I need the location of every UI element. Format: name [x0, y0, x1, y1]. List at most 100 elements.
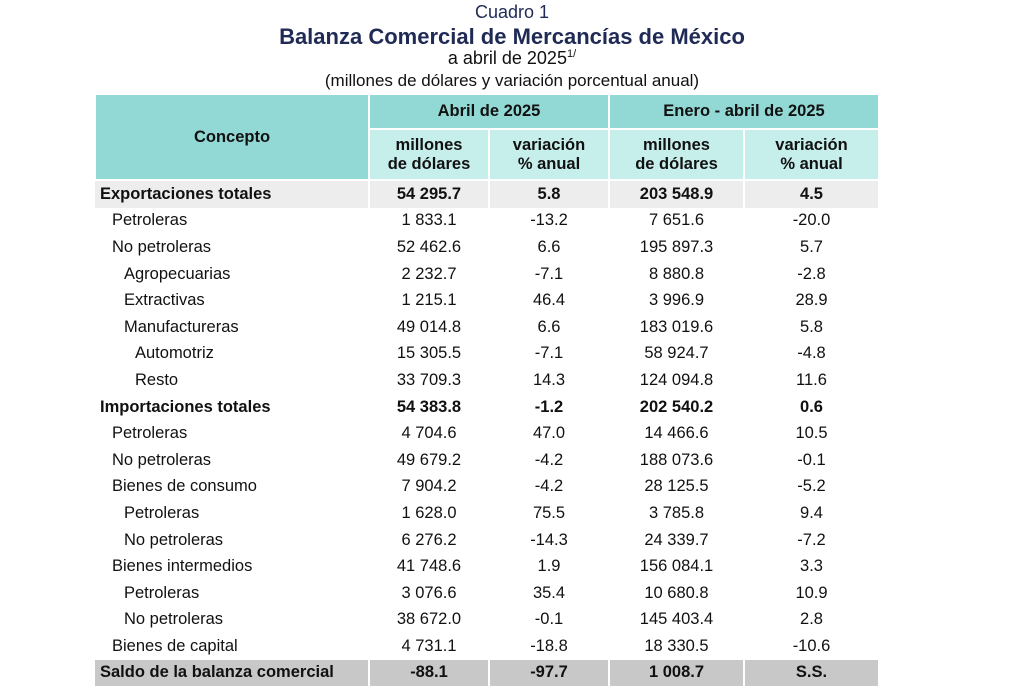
subheader-line: millones	[395, 135, 463, 154]
subheader-line: millones	[643, 135, 710, 154]
table-row: Exportaciones totales 54 295.7 5.8 203 548.…	[95, 180, 880, 208]
table-row: Petroleras 1 628.0 75.5 3 785.8 9.4	[95, 500, 880, 527]
table-row: Petroleras 1 833.1 -13.2 7 651.6 -20.0	[95, 207, 880, 235]
cell-millions-april: 2 232.7	[369, 260, 490, 288]
cell-variation-jan-april: 0.6	[744, 393, 880, 421]
cell-millions-jan-april: 58 924.7	[609, 340, 745, 368]
cell-variation-april: -4.2	[489, 446, 610, 474]
cell-variation-jan-april: S.S.	[744, 659, 880, 687]
table-row: No petroleras 6 276.2 -14.3 24 339.7 -7.2	[95, 526, 880, 554]
subtitle-footnote-ref: 1/	[566, 48, 577, 60]
row-label: Extractivas	[95, 287, 370, 314]
row-label: Bienes de capital	[95, 633, 370, 660]
cell-variation-jan-april: -10.6	[744, 633, 880, 660]
subheader-millions-jan-april: millones de dólares	[608, 128, 745, 181]
row-label: No petroleras	[95, 526, 370, 554]
cell-variation-jan-april: -7.2	[744, 526, 880, 554]
cell-millions-jan-april: 145 403.4	[609, 606, 745, 634]
cell-variation-jan-april: 4.5	[744, 180, 880, 208]
row-label: Saldo de la balanza comercial	[95, 659, 370, 687]
cell-millions-jan-april: 7 651.6	[609, 207, 745, 235]
cell-variation-jan-april: 9.4	[744, 500, 880, 527]
row-label: Resto	[95, 367, 370, 394]
cell-millions-jan-april: 14 466.6	[609, 420, 745, 447]
row-label: Petroleras	[95, 500, 370, 527]
cell-millions-april: 1 215.1	[369, 287, 490, 314]
table-row: Petroleras 4 704.6 47.0 14 466.6 10.5	[95, 420, 880, 447]
cell-variation-april: 14.3	[489, 367, 610, 394]
cell-millions-april: 15 305.5	[369, 340, 490, 368]
cell-millions-april: 52 462.6	[369, 234, 490, 261]
cell-variation-april: -0.1	[489, 606, 610, 634]
cell-millions-jan-april: 202 540.2	[609, 393, 745, 421]
cell-variation-jan-april: -0.1	[744, 446, 880, 474]
table-row: Automotriz 15 305.5 -7.1 58 924.7 -4.8	[95, 340, 880, 368]
cell-millions-jan-april: 3 996.9	[609, 287, 745, 314]
table-row: Petroleras 3 076.6 35.4 10 680.8 10.9	[95, 579, 880, 607]
cell-variation-april: -18.8	[489, 633, 610, 660]
cell-millions-april: 33 709.3	[369, 367, 490, 394]
cell-variation-jan-april: 2.8	[744, 606, 880, 634]
subheader-variation-jan-april: variación% anual	[743, 128, 880, 181]
trade-balance-table: Concepto Abril de 2025 Enero - abril de …	[94, 93, 880, 687]
row-label: Petroleras	[95, 420, 370, 447]
cell-variation-jan-april: 10.9	[744, 579, 880, 607]
table-row: Bienes de consumo 7 904.2 -4.2 28 125.5 -5.2	[95, 473, 880, 501]
subheader-line: % anual	[517, 154, 581, 173]
cell-variation-jan-april: 5.8	[744, 313, 880, 341]
cell-variation-april: 6.6	[489, 313, 610, 341]
row-label: Petroleras	[95, 207, 370, 235]
table-body: Exportaciones totales 54 295.7 5.8 203 548.…	[95, 180, 880, 687]
cell-variation-april: -4.2	[489, 473, 610, 501]
cell-variation-jan-april: -5.2	[744, 473, 880, 501]
table-row: Manufactureras 49 014.8 6.6 183 019.6 5.8	[95, 313, 880, 341]
cell-variation-jan-april: -2.8	[744, 260, 880, 288]
table-title: Balanza Comercial de Mercancías de Méxic…	[279, 24, 745, 49]
subheader-line: % anual	[780, 154, 843, 173]
row-label: No petroleras	[95, 446, 370, 474]
table-row: No petroleras 38 672.0 -0.1 145 403.4 2.8	[95, 606, 880, 634]
cell-millions-jan-april: 188 073.6	[609, 446, 745, 474]
cell-millions-april: 1 833.1	[369, 207, 490, 235]
concept-header: Concepto	[94, 93, 370, 181]
cell-millions-jan-april: 1 008.7	[609, 659, 745, 687]
subheader-line: variación	[512, 135, 586, 154]
cell-millions-april: 4 731.1	[369, 633, 490, 660]
cell-variation-april: 1.9	[489, 553, 610, 580]
cell-variation-jan-april: -4.8	[744, 340, 880, 368]
table-subtitle: a abril de 20251/	[0, 48, 1024, 69]
cell-millions-jan-april: 8 880.8	[609, 260, 745, 288]
cell-variation-april: -7.1	[489, 340, 610, 368]
row-label: Manufactureras	[95, 313, 370, 341]
table-units: (millones de dólares y variación porcent…	[324, 71, 700, 90]
table-row: Bienes de capital 4 731.1 -18.8 18 330.5 -10…	[95, 633, 880, 660]
cell-millions-jan-april: 28 125.5	[609, 473, 745, 501]
cell-millions-april: 49 014.8	[369, 313, 490, 341]
cell-variation-april: 46.4	[489, 287, 610, 314]
row-label: Bienes de consumo	[95, 473, 370, 501]
subheader-line: de dólares	[635, 154, 718, 173]
cell-variation-april: 35.4	[489, 579, 610, 607]
cell-variation-jan-april: -20.0	[744, 207, 880, 235]
cell-millions-april: 7 904.2	[369, 473, 490, 501]
cell-millions-april: 49 679.2	[369, 446, 490, 474]
table-row: Saldo de la balanza comercial -88.1 -97.7 1…	[95, 659, 880, 687]
table-row: No petroleras 52 462.6 6.6 195 897.3 5.7	[95, 234, 880, 261]
row-label: Exportaciones totales	[95, 180, 370, 208]
cell-variation-jan-april: 3.3	[744, 553, 880, 580]
table-number: Cuadro 1	[474, 2, 550, 22]
cell-millions-april: -88.1	[369, 659, 490, 687]
table-row: Importaciones totales 54 383.8 -1.2 202 540…	[95, 393, 880, 421]
cell-variation-april: 6.6	[489, 234, 610, 261]
cell-millions-jan-april: 18 330.5	[609, 633, 745, 660]
subtitle-text: a abril de 2025	[447, 48, 567, 68]
table-row: Bienes intermedios 41 748.6 1.9 156 084.1 3.…	[95, 553, 880, 580]
cell-variation-jan-april: 28.9	[744, 287, 880, 314]
row-label: No petroleras	[95, 234, 370, 261]
group-header-jan-april: Enero - abril de 2025	[608, 93, 880, 130]
cell-variation-april: 75.5	[489, 500, 610, 527]
row-label: Automotriz	[95, 340, 370, 368]
cell-variation-april: -14.3	[489, 526, 610, 554]
cell-millions-jan-april: 24 339.7	[609, 526, 745, 554]
